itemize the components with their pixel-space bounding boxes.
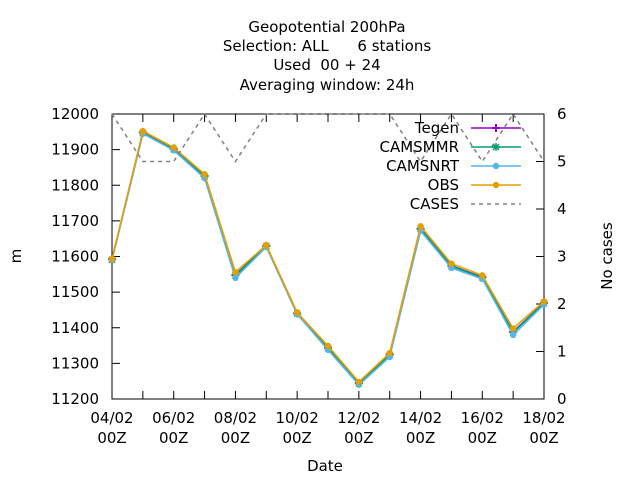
series-camsnrt: [108, 130, 548, 388]
data-point: [324, 342, 332, 350]
y-tick-label: 11400: [51, 319, 99, 337]
data-point: [386, 349, 393, 357]
y2-axis: 0 1 2 3 4 5 6: [536, 105, 567, 408]
y-tick-label: 12000: [51, 105, 99, 123]
legend-label: Tegen: [414, 119, 459, 137]
y-tick-label: 11200: [51, 390, 99, 408]
y-tick-label: 11900: [51, 141, 99, 159]
data-point: [509, 325, 517, 332]
series-cases: [111, 112, 545, 163]
legend-entry: CAMSNRT: [386, 157, 521, 175]
x-tick-label-hour: 00Z: [159, 429, 188, 447]
x-tick-label-hour: 00Z: [282, 429, 311, 447]
series-layer: [108, 112, 548, 388]
y2-tick-label: 5: [557, 153, 567, 171]
data-point: [492, 162, 500, 170]
x-axis-label: Date: [307, 457, 343, 475]
data-point: [201, 171, 208, 178]
y2-tick-label: 1: [557, 343, 567, 361]
y-tick-label: 11800: [51, 176, 99, 194]
title-line-4: Averaging window: 24h: [240, 76, 415, 94]
data-point: [492, 143, 500, 151]
y-axis: 11200 11300 11400 11500 11600 11700 11800 11900…: [51, 105, 120, 408]
data-point: [492, 124, 500, 132]
data-point: [108, 255, 116, 263]
data-point: [540, 298, 548, 305]
legend-label: OBS: [428, 176, 459, 194]
legend-entry: CAMSMMR: [379, 138, 521, 156]
y-tick-label: 11700: [51, 212, 99, 230]
data-point: [509, 331, 517, 339]
x-tick-label-hour: 00Z: [468, 429, 497, 447]
data-point: [417, 223, 424, 230]
y2-tick-label: 2: [557, 295, 567, 313]
legend-label: CASES: [410, 195, 459, 213]
x-tick-label-hour: 00Z: [344, 429, 373, 447]
x-tick-label-date: 10/02: [276, 409, 319, 427]
x-tick-label-date: 06/02: [152, 409, 195, 427]
data-point: [232, 268, 239, 276]
y-tick-label: 11500: [51, 283, 99, 301]
x-tick-label-date: 16/02: [461, 409, 504, 427]
data-point: [355, 378, 363, 386]
series-line: [111, 112, 545, 163]
legend-label: CAMSNRT: [386, 157, 460, 175]
y2-axis-label: No cases: [598, 222, 616, 290]
legend-label: CAMSMMR: [379, 138, 459, 156]
x-tick-label-hour: 00Z: [97, 429, 126, 447]
x-tick-label-date: 08/02: [214, 409, 257, 427]
data-point: [263, 241, 270, 249]
y2-tick-label: 3: [557, 248, 567, 266]
y2-tick-label: 0: [557, 390, 567, 408]
data-point: [139, 127, 147, 135]
x-axis: 04/02 00Z 06/02 00Z 08/02 00Z 10/02 00Z 12/02 00Z…: [90, 114, 566, 447]
x-tick-label-date: 18/02: [522, 409, 565, 427]
x-tick-label-hour: 00Z: [221, 429, 250, 447]
legend-entry: OBS: [428, 176, 521, 194]
x-tick-label-date: 14/02: [399, 409, 442, 427]
title-line-3: Used 00 + 24: [273, 56, 380, 74]
title-line-2: Selection: ALL 6 stations: [223, 37, 431, 55]
y-tick-label: 11300: [51, 354, 99, 372]
data-point: [448, 260, 455, 267]
data-point: [492, 181, 500, 189]
legend-entry: CASES: [410, 195, 521, 213]
x-tick-label-date: 12/02: [337, 409, 380, 427]
y2-tick-label: 6: [557, 105, 567, 123]
data-point: [170, 144, 177, 151]
x-tick-label-hour: 00Z: [529, 429, 558, 447]
x-tick-label-hour: 00Z: [406, 429, 435, 447]
title-line-1: Geopotential 200hPa: [248, 18, 405, 36]
y-tick-label: 11600: [51, 248, 99, 266]
legend-entry: Tegen: [414, 119, 521, 137]
data-point: [232, 274, 239, 282]
series-obs: [108, 127, 548, 386]
chart-title: Geopotential 200hPa Selection: ALL 6 sta…: [223, 18, 431, 94]
data-point: [293, 309, 301, 316]
y2-tick-label: 4: [557, 200, 567, 218]
x-tick-label-date: 04/02: [90, 409, 133, 427]
data-point: [479, 272, 486, 279]
y-axis-label: m: [7, 249, 25, 264]
